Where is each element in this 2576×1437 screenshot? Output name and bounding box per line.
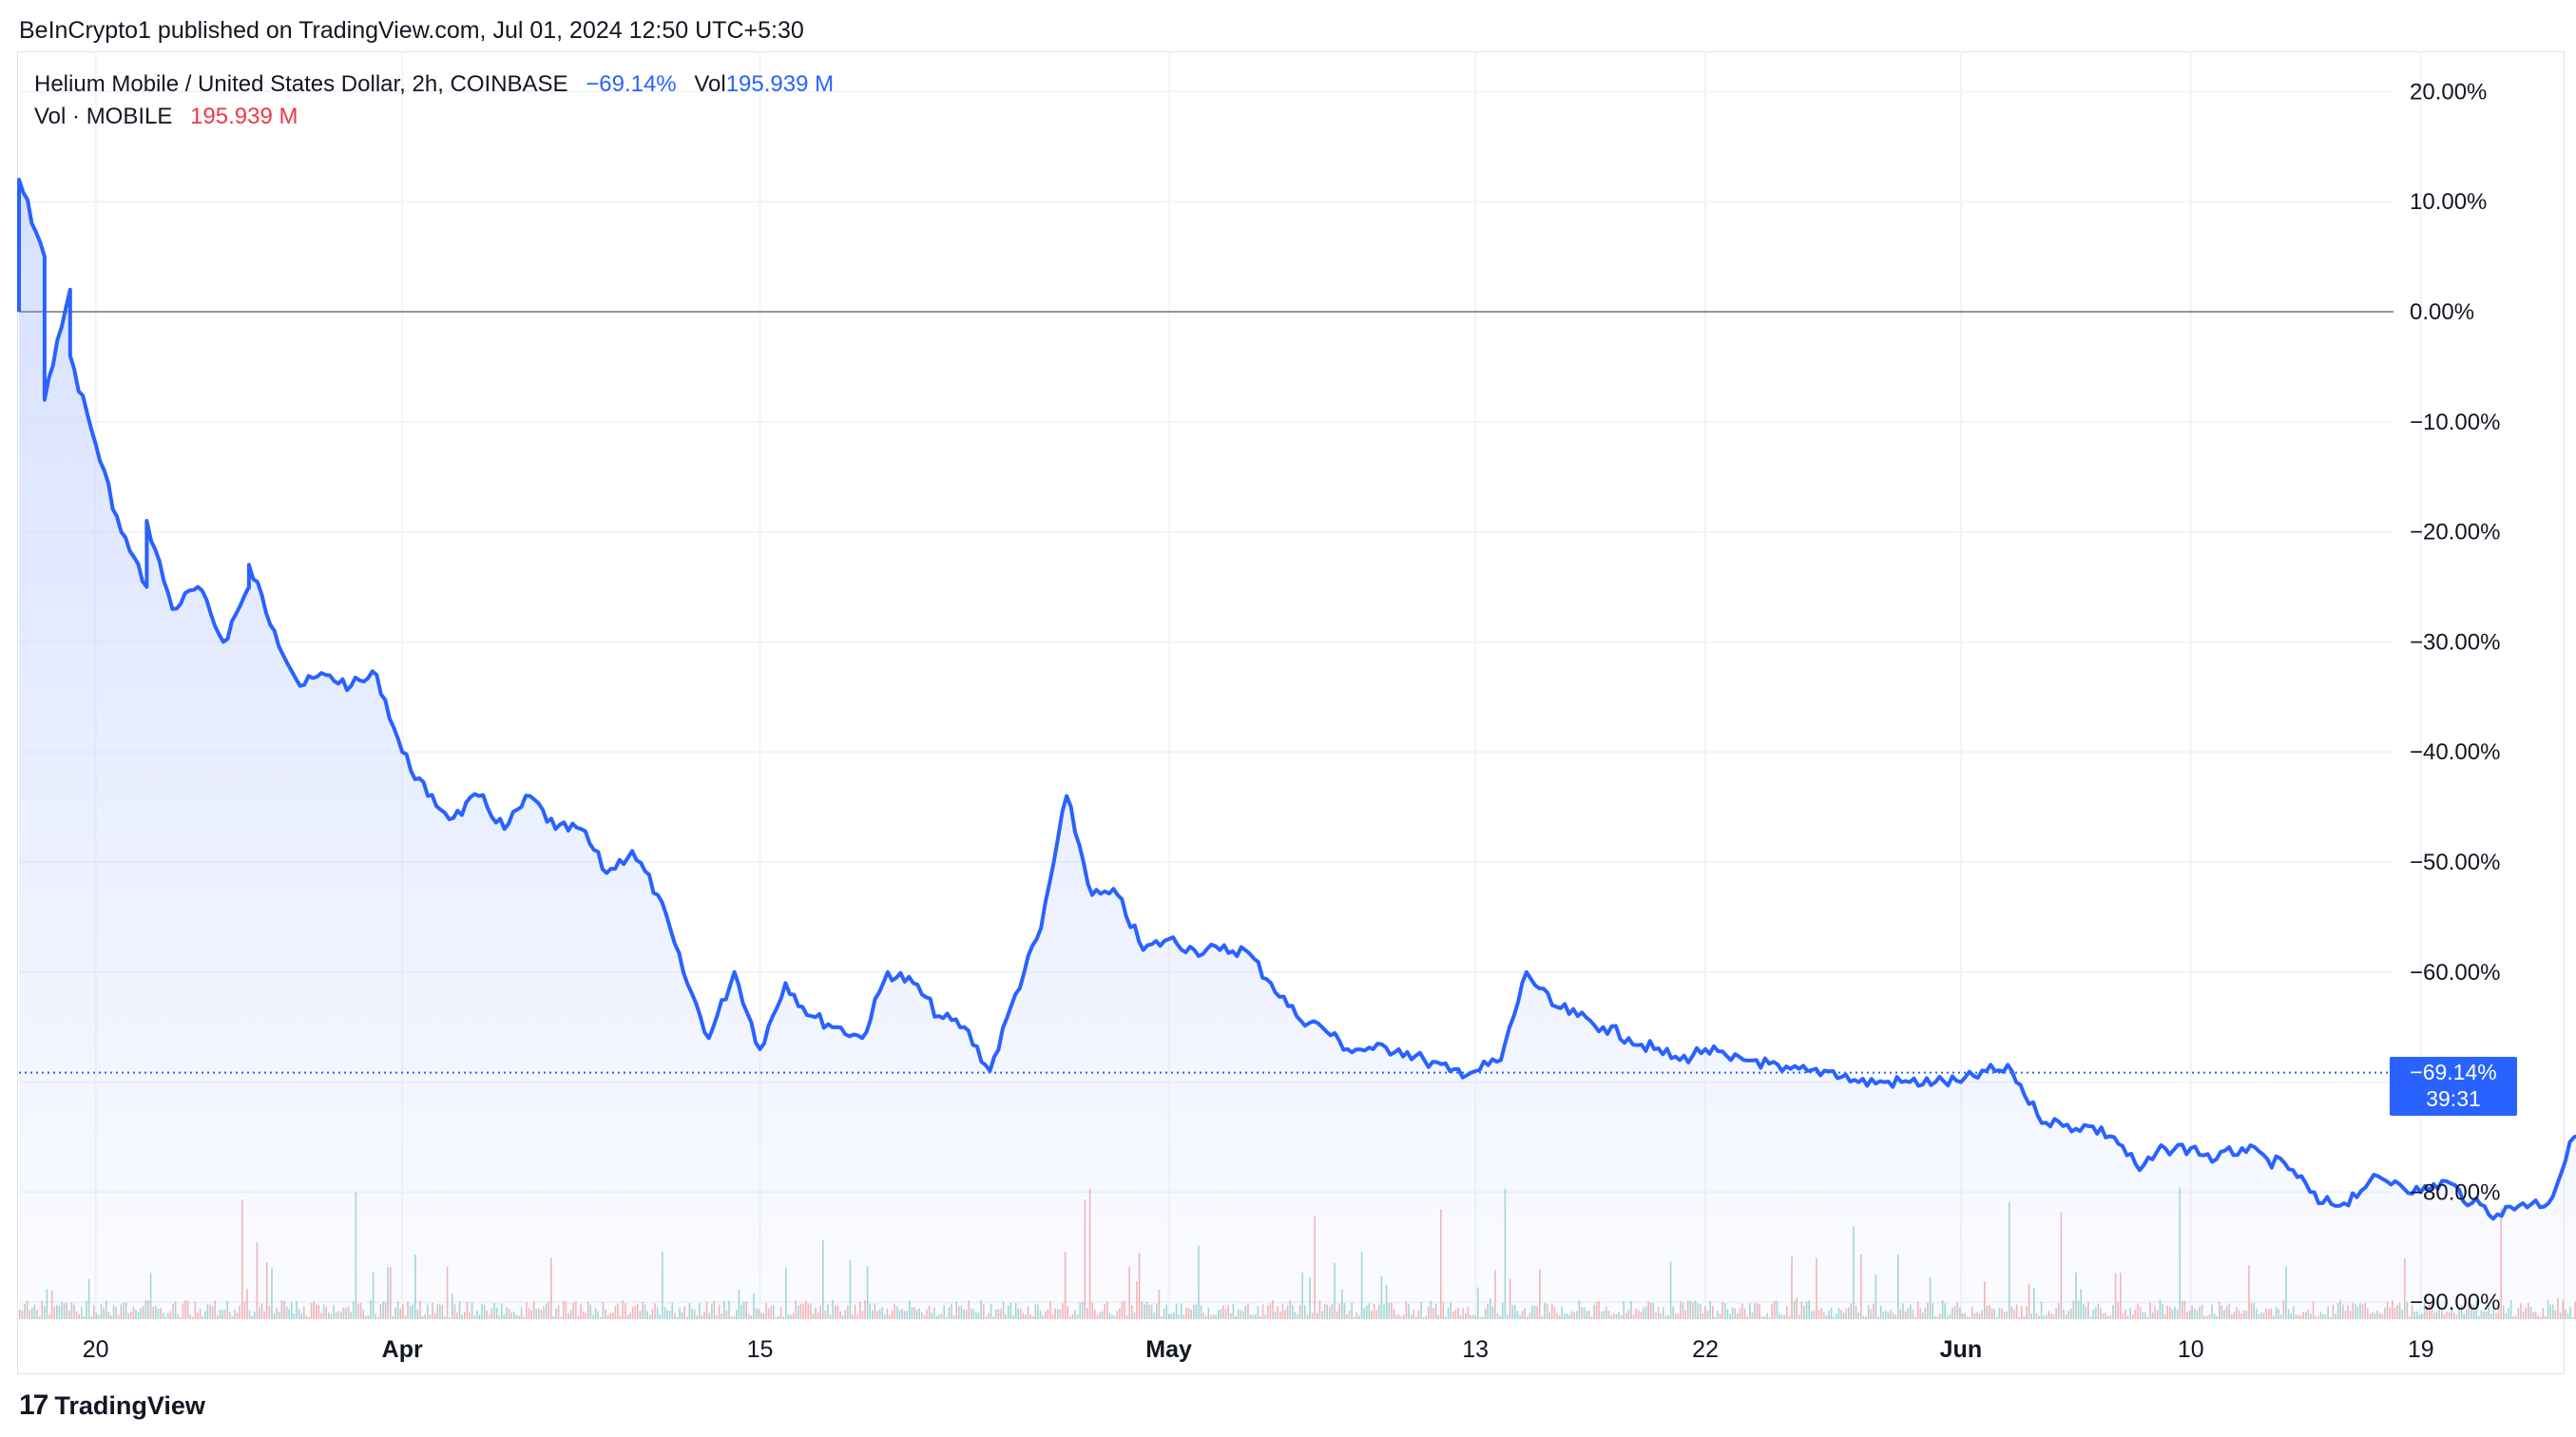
x-tick-label: 19 bbox=[2408, 1336, 2434, 1363]
y-tick-label: −60.00% bbox=[2410, 960, 2500, 986]
y-tick-label: −20.00% bbox=[2410, 520, 2500, 546]
legend-vol-label: Vol bbox=[694, 71, 726, 97]
x-tick-label: Jun bbox=[1940, 1336, 1982, 1363]
x-axis[interactable]: 20Apr15May1322Jun1019Jul15 bbox=[83, 1336, 2576, 1363]
y-tick-label: −30.00% bbox=[2410, 629, 2500, 655]
price-line bbox=[17, 178, 2576, 1221]
legend-change: −69.14% bbox=[586, 71, 677, 97]
y-tick-label: −80.00% bbox=[2410, 1179, 2500, 1205]
y-tick-label: −40.00% bbox=[2410, 739, 2500, 765]
legend-volume-value: 195.939 M bbox=[190, 104, 298, 129]
x-tick-label: May bbox=[1145, 1336, 1192, 1363]
publish-line: BeInCrypto1 published on TradingView.com… bbox=[19, 17, 804, 44]
y-tick-label: −90.00% bbox=[2410, 1290, 2500, 1315]
legend-vol-value: 195.939 M bbox=[725, 71, 835, 97]
x-tick-label: 10 bbox=[2178, 1336, 2204, 1363]
chart-legend[interactable]: Helium Mobile / United States Dollar, 2h… bbox=[34, 68, 834, 133]
tradingview-logo[interactable]: 17 TradingView bbox=[19, 1389, 205, 1422]
tradingview-logo-icon: 17 bbox=[19, 1389, 48, 1421]
last-price-tag-value: −69.14% bbox=[2410, 1060, 2496, 1084]
legend-volume-label: Vol · MOBILE bbox=[34, 104, 173, 129]
legend-symbol: Helium Mobile / United States Dollar, 2h… bbox=[34, 71, 568, 97]
y-tick-label: −10.00% bbox=[2410, 410, 2500, 435]
price-area bbox=[19, 180, 2576, 1319]
x-tick-label: Apr bbox=[382, 1336, 423, 1363]
last-price-tag-countdown: 39:31 bbox=[2426, 1086, 2481, 1111]
chart-frame bbox=[17, 51, 2565, 1374]
x-tick-label: 15 bbox=[747, 1336, 774, 1363]
y-axis[interactable]: 20.00% 10.00% 0.00% −10.00% −20.00% −30.00% −4… bbox=[2410, 79, 2500, 1315]
legend-symbol-row[interactable]: Helium Mobile / United States Dollar, 2h… bbox=[34, 68, 834, 101]
legend-volume-row[interactable]: Vol · MOBILE 195.939 M bbox=[34, 101, 834, 133]
y-tick-label: 10.00% bbox=[2410, 189, 2487, 215]
tradingview-logo-text: TradingView bbox=[54, 1390, 205, 1420]
y-tick-label: 0.00% bbox=[2410, 299, 2474, 325]
last-price-tag: −69.14% 39:31 bbox=[2390, 1057, 2517, 1116]
y-tick-label: −50.00% bbox=[2410, 850, 2500, 875]
last-price-tag-bg bbox=[2390, 1057, 2517, 1116]
x-tick-label: 20 bbox=[83, 1336, 109, 1363]
y-tick-label: 20.00% bbox=[2410, 79, 2487, 105]
x-tick-label: 22 bbox=[1692, 1336, 1719, 1363]
x-tick-label: 13 bbox=[1462, 1336, 1489, 1363]
